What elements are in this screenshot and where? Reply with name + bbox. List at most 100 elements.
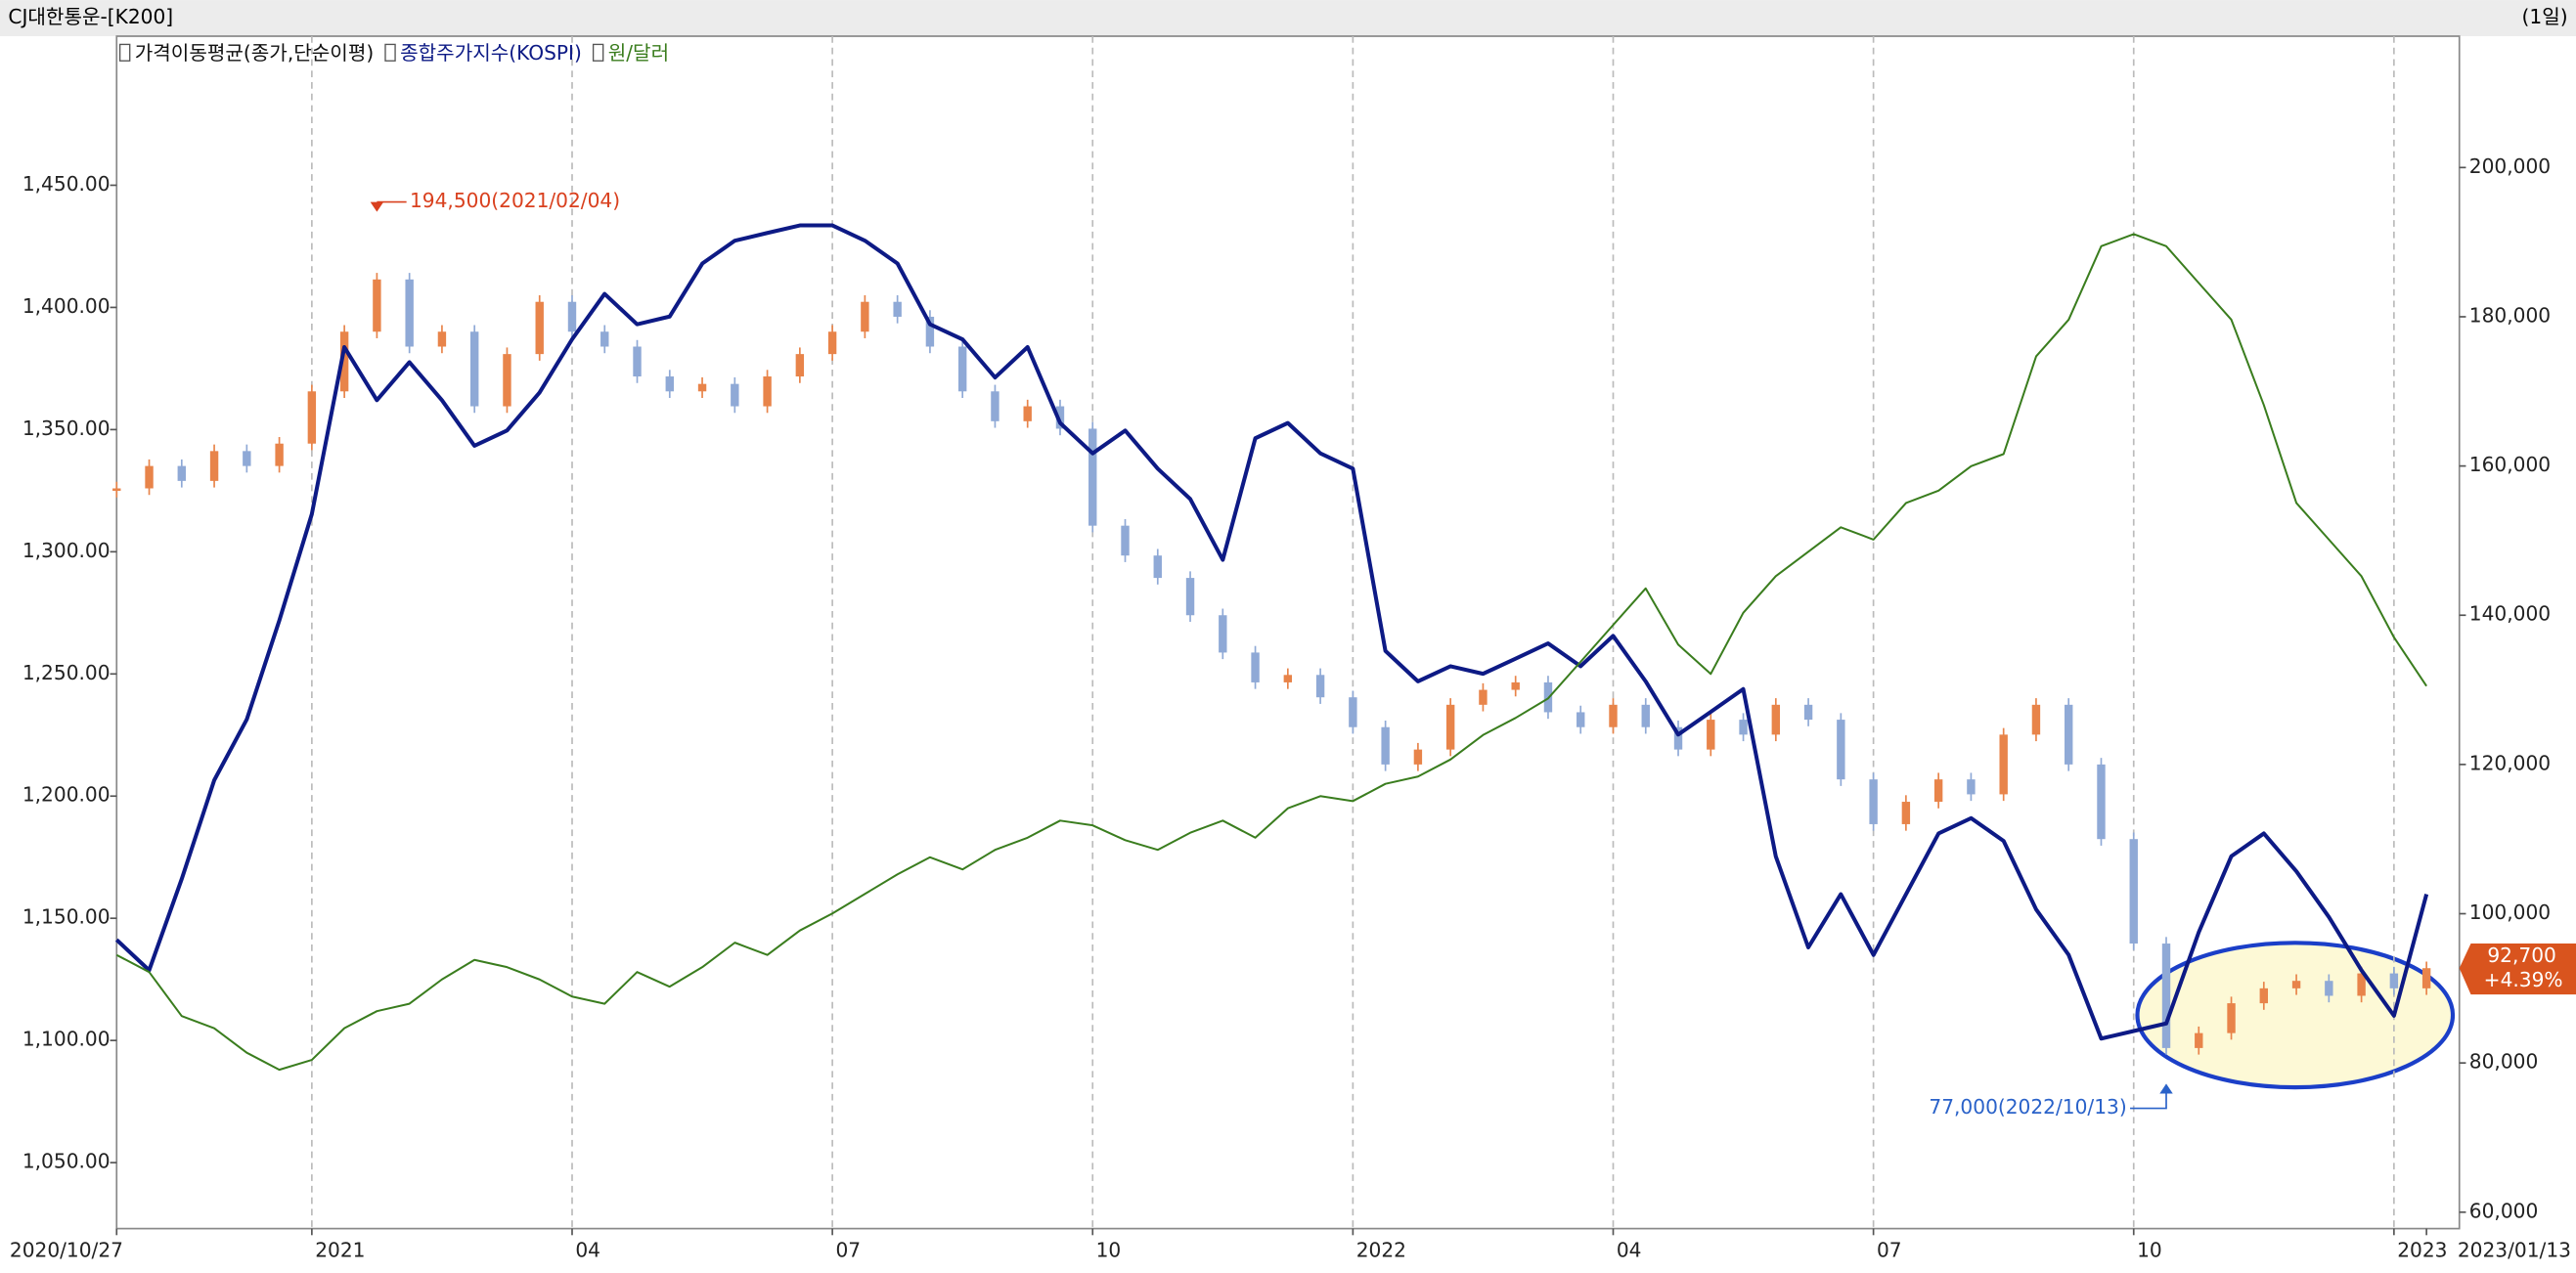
legend-swatch: [118, 43, 131, 62]
candle-body: [405, 279, 414, 347]
candle-body: [1771, 704, 1781, 735]
candle-body: [177, 465, 187, 481]
candle-body: [957, 346, 967, 392]
x-tick-label: 2021: [315, 1239, 365, 1262]
y-tick-label: 1,300.00: [22, 539, 111, 562]
series-line: [115, 233, 2427, 1072]
candle-body: [795, 354, 805, 377]
candle-body: [861, 301, 869, 332]
candle-body: [925, 316, 935, 347]
candle-body: [1641, 704, 1650, 727]
candle-body: [373, 279, 381, 332]
candle-body: [1869, 779, 1878, 824]
candle-body: [503, 354, 511, 407]
highlight-ellipse: [2135, 941, 2456, 1090]
candle-body: [1577, 712, 1585, 727]
price-tag-change: +4.39%: [2484, 968, 2563, 991]
candle-body: [2097, 764, 2106, 840]
candle-body: [1381, 726, 1390, 765]
y2-tick-label: 80,000: [2469, 1050, 2538, 1074]
y-tick-label: 1,100.00: [22, 1028, 111, 1051]
x-tick-label: 04: [1617, 1239, 1642, 1262]
candle-body: [2389, 973, 2399, 988]
candle-body: [600, 331, 609, 347]
candle-body: [1185, 578, 1195, 616]
candle-body: [243, 451, 251, 466]
candle-body: [2259, 988, 2269, 1004]
annotation-marker: [2159, 1083, 2173, 1094]
y-tick-label: 1,200.00: [22, 783, 111, 807]
price-tag-label: 92,700: [2487, 944, 2555, 967]
y-tick-label: 1,250.00: [22, 661, 111, 684]
candle-body: [112, 488, 121, 492]
candle-body: [2129, 839, 2138, 944]
x-tick-label: 2022: [1356, 1239, 1406, 1262]
candle-body: [731, 383, 739, 407]
candle-body: [1837, 720, 1845, 780]
candle-body: [1153, 555, 1162, 579]
candle-body: [1933, 779, 1943, 803]
legend-label: 원/달러: [608, 41, 669, 65]
candle-body: [307, 391, 317, 444]
candle-body: [1055, 406, 1065, 429]
candle-body: [1673, 726, 1683, 750]
y2-tick-label: 140,000: [2469, 602, 2551, 626]
plot-frame: [115, 35, 2461, 1230]
candle-body: [633, 346, 642, 377]
candle-body: [1609, 704, 1618, 727]
legend-swatch: [384, 43, 396, 62]
candle-body: [2227, 1003, 2236, 1033]
y2-tick-label: 160,000: [2469, 453, 2551, 476]
candle-body: [2161, 944, 2171, 1048]
candle-body: [209, 451, 219, 481]
y2-tick-label: 100,000: [2469, 900, 2551, 924]
candle-body: [535, 301, 544, 355]
candle-body: [893, 301, 902, 317]
candle-body: [2421, 968, 2431, 988]
x-tick-label: 2023: [2397, 1239, 2447, 1262]
candle-body: [1219, 615, 1227, 653]
candle-body: [2065, 704, 2073, 765]
candle-body: [1413, 749, 1423, 765]
candle-body: [1283, 675, 1293, 682]
x-tick-label: 2020/10/27: [10, 1239, 123, 1262]
series-line: [114, 223, 2429, 1041]
x-tick-label: 2023/01/13: [2458, 1239, 2571, 1262]
candle-body: [1023, 406, 1032, 421]
candle-body: [697, 383, 707, 392]
candle-body: [1251, 652, 1260, 682]
x-tick-label: 04: [575, 1239, 600, 1262]
candle-body: [1739, 720, 1748, 735]
y-tick-label: 1,450.00: [22, 172, 111, 196]
candle-body: [1445, 704, 1455, 750]
x-tick-label: 07: [1877, 1239, 1902, 1262]
candle-body: [1315, 675, 1325, 698]
y2-tick-label: 180,000: [2469, 303, 2551, 327]
candle-body: [1901, 802, 1911, 824]
candle-body: [1479, 689, 1488, 705]
candle-body: [763, 376, 772, 407]
candle-body: [567, 301, 577, 332]
period-label: (1일): [2522, 5, 2568, 28]
y2-tick-label: 60,000: [2469, 1199, 2538, 1222]
y-tick-label: 1,050.00: [22, 1150, 111, 1173]
x-tick-label: 10: [1096, 1239, 1122, 1262]
candle-body: [275, 443, 284, 466]
y-tick-label: 1,400.00: [22, 294, 111, 318]
chart-title: CJ대한통운-[K200]: [8, 5, 173, 28]
candle-body: [1967, 779, 1976, 795]
legend-swatch: [592, 43, 604, 62]
candle-body: [1349, 697, 1357, 727]
candle-body: [339, 331, 349, 392]
candle-body: [991, 391, 999, 421]
candle-body: [2357, 973, 2366, 996]
candle-body: [437, 331, 447, 347]
candle-body: [469, 331, 479, 407]
y-tick-label: 1,150.00: [22, 905, 111, 929]
candle-body: [145, 465, 154, 489]
candle-body: [2325, 981, 2333, 996]
y2-tick-label: 200,000: [2469, 154, 2551, 178]
candle-body: [1707, 720, 1715, 750]
